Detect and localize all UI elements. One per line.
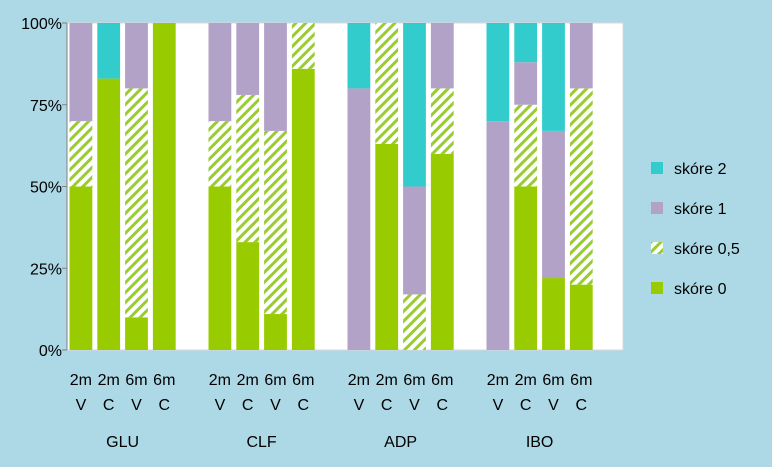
x-tick-label-type: C xyxy=(437,397,449,414)
x-tick-label-period: 2m xyxy=(487,372,509,389)
x-tick-label-type: V xyxy=(354,397,365,414)
x-tick-label-period: 2m xyxy=(515,372,537,389)
legend-label: skóre 0 xyxy=(674,281,727,298)
x-tick-label-type: V xyxy=(131,397,142,414)
bar-segment-skore0 xyxy=(291,68,315,350)
bar-segment-skore0 xyxy=(69,186,93,350)
x-tick-label-type: C xyxy=(520,397,532,414)
bar-segment-skore2 xyxy=(97,23,121,79)
x-tick-label-type: V xyxy=(409,397,420,414)
x-tick-label-period: 2m xyxy=(209,372,231,389)
bar-segment-skore0 xyxy=(264,314,287,350)
x-tick-label-period: 2m xyxy=(376,372,398,389)
x-tick-label-period: 2m xyxy=(70,372,92,389)
bar-segment-skore0 xyxy=(569,284,593,350)
legend-swatch-skore05 xyxy=(651,242,663,254)
x-tick-label-type: V xyxy=(548,397,559,414)
x-tick-label-period: 6m xyxy=(292,372,314,389)
bar-segment-skore1 xyxy=(69,23,93,122)
bar-segment-skore1 xyxy=(236,23,260,95)
x-axis: 2mV2mC6mV6mCGLU2mV2mC6mV6mCCLF2mV2mC6mV6… xyxy=(70,372,593,451)
bar-segment-skore0 xyxy=(125,317,148,350)
bar-segment-skore05 xyxy=(569,88,593,285)
bar-segment-skore05 xyxy=(430,88,454,154)
bar-segment-skore1 xyxy=(208,23,232,122)
legend-swatch-skore0 xyxy=(651,282,663,294)
x-tick-label-period: 6m xyxy=(570,372,592,389)
x-tick-label-type: C xyxy=(242,397,254,414)
legend-swatch-skore2 xyxy=(651,162,663,174)
x-tick-label-period: 2m xyxy=(98,372,120,389)
bar-segment-skore05 xyxy=(264,130,287,315)
y-tick-label: 0% xyxy=(39,343,62,360)
y-tick-label: 75% xyxy=(30,98,62,115)
x-tick-label-type: C xyxy=(103,397,115,414)
x-group-label: CLF xyxy=(246,434,276,451)
bar-segment-skore05 xyxy=(291,23,315,69)
bar-segment-skore05 xyxy=(514,104,538,187)
bar-segment-skore05 xyxy=(403,294,426,350)
x-group-label: GLU xyxy=(106,434,139,451)
plot-area xyxy=(66,22,624,351)
x-tick-label-type: C xyxy=(576,397,588,414)
bar-segment-skore0 xyxy=(208,186,232,350)
x-tick-label-period: 6m xyxy=(403,372,425,389)
bar-segment-skore0 xyxy=(430,153,454,350)
bar-segment-skore05 xyxy=(208,121,232,187)
bar-segment-skore2 xyxy=(542,23,565,131)
x-tick-label-type: V xyxy=(76,397,87,414)
bar-segment-skore1 xyxy=(486,121,510,350)
bar-segment-skore2 xyxy=(486,23,510,122)
bar-segment-skore1 xyxy=(403,186,426,295)
bar-segment-skore2 xyxy=(403,23,426,187)
y-tick-label: 25% xyxy=(30,261,62,278)
bar-segment-skore0 xyxy=(152,23,176,350)
bar-segment-skore0 xyxy=(236,242,260,350)
x-tick-label-type: V xyxy=(270,397,281,414)
bar-segment-skore1 xyxy=(125,23,148,89)
bar-segment-skore1 xyxy=(514,62,538,105)
bar-segment-skore1 xyxy=(430,23,454,89)
x-tick-label-period: 2m xyxy=(348,372,370,389)
bar-segment-skore1 xyxy=(542,130,565,279)
x-group-label: IBO xyxy=(526,434,554,451)
x-tick-label-period: 6m xyxy=(125,372,147,389)
bar-segment-skore1 xyxy=(569,23,593,89)
legend-label: skóre 0,5 xyxy=(674,241,740,258)
y-tick-label: 50% xyxy=(30,180,62,197)
bar-segment-skore1 xyxy=(264,23,287,131)
x-tick-label-type: V xyxy=(215,397,226,414)
x-group-label: ADP xyxy=(384,434,417,451)
legend-label: skóre 2 xyxy=(674,161,727,178)
bar-segment-skore0 xyxy=(542,278,565,350)
bar-segment-skore2 xyxy=(347,23,371,89)
bar-segment-skore05 xyxy=(375,23,399,144)
bar-segment-skore05 xyxy=(236,94,260,243)
x-tick-label-period: 6m xyxy=(542,372,564,389)
bar-segment-skore0 xyxy=(375,143,399,350)
y-axis: 0% 25% 50% 75% 100% xyxy=(21,16,68,360)
legend-items: skóre 2 skóre 1 skóre 0,5 skóre 0 xyxy=(651,161,740,298)
legend-swatch-skore1 xyxy=(651,202,663,214)
bar-segment-skore1 xyxy=(347,88,371,351)
bar-segment-skore05 xyxy=(69,121,93,187)
bar-segment-skore2 xyxy=(514,23,538,63)
y-tick-label: 100% xyxy=(21,16,62,33)
legend-label: skóre 1 xyxy=(674,201,727,218)
x-tick-label-period: 6m xyxy=(264,372,286,389)
bar-segment-skore0 xyxy=(514,186,538,350)
x-tick-label-period: 6m xyxy=(153,372,175,389)
x-tick-label-type: C xyxy=(159,397,171,414)
x-tick-label-type: C xyxy=(381,397,393,414)
bar-segment-skore05 xyxy=(125,88,148,318)
x-tick-label-period: 2m xyxy=(237,372,259,389)
bar-segment-skore0 xyxy=(97,78,121,350)
bars xyxy=(69,23,593,351)
x-tick-label-type: C xyxy=(298,397,310,414)
x-tick-label-type: V xyxy=(493,397,504,414)
x-tick-label-period: 6m xyxy=(431,372,453,389)
